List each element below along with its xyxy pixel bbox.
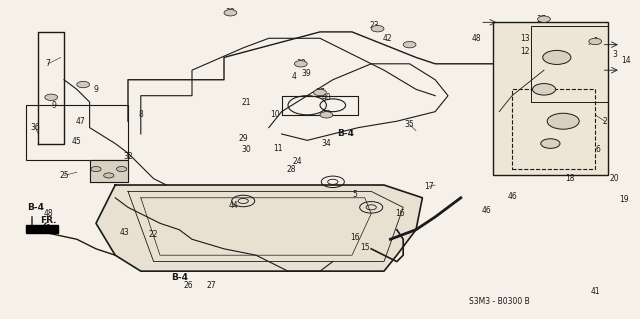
- Text: B-4: B-4: [171, 273, 188, 282]
- Text: 37: 37: [536, 15, 546, 24]
- Text: 16: 16: [350, 233, 360, 242]
- Text: 24: 24: [292, 157, 303, 166]
- Circle shape: [538, 16, 550, 22]
- Text: 8: 8: [138, 110, 143, 119]
- Text: 45: 45: [72, 137, 82, 146]
- Polygon shape: [90, 160, 128, 182]
- Text: 43: 43: [120, 228, 130, 237]
- Text: 3: 3: [612, 50, 617, 59]
- Text: 38: 38: [296, 59, 306, 68]
- Text: 11: 11: [274, 144, 283, 153]
- Circle shape: [45, 94, 58, 100]
- Text: 19: 19: [619, 195, 629, 204]
- Circle shape: [224, 10, 237, 16]
- Text: 40: 40: [321, 110, 332, 119]
- Text: 46: 46: [481, 206, 492, 215]
- Text: 21: 21: [242, 98, 251, 107]
- Text: 5: 5: [353, 190, 358, 199]
- Circle shape: [543, 50, 571, 64]
- Text: 42: 42: [382, 34, 392, 43]
- Text: 30: 30: [241, 145, 252, 154]
- FancyBboxPatch shape: [493, 22, 608, 175]
- Text: 18: 18: [565, 174, 574, 183]
- Circle shape: [320, 112, 333, 118]
- Text: 36: 36: [30, 123, 40, 132]
- Text: 12: 12: [520, 47, 529, 56]
- Text: 22: 22: [149, 230, 158, 239]
- Circle shape: [104, 173, 114, 178]
- Text: 34: 34: [321, 139, 332, 148]
- Text: 35: 35: [404, 120, 415, 129]
- Text: 10: 10: [270, 110, 280, 119]
- Text: 29: 29: [238, 134, 248, 143]
- Text: FR.: FR.: [40, 216, 56, 225]
- Text: 33: 33: [225, 8, 236, 17]
- Text: B-4: B-4: [337, 130, 354, 138]
- Text: 9: 9: [93, 85, 99, 94]
- Text: 47: 47: [75, 117, 85, 126]
- Text: 1: 1: [593, 37, 598, 46]
- Text: 39: 39: [301, 69, 311, 78]
- Text: 26: 26: [184, 281, 194, 290]
- Circle shape: [589, 38, 602, 45]
- Text: 14: 14: [621, 56, 631, 65]
- Circle shape: [541, 139, 560, 148]
- Text: B-4: B-4: [27, 203, 44, 212]
- Circle shape: [294, 61, 307, 67]
- Text: 48: 48: [472, 34, 482, 43]
- Text: S3M3 - B0300 B: S3M3 - B0300 B: [469, 297, 529, 306]
- Text: 13: 13: [520, 34, 530, 43]
- Text: 17: 17: [424, 182, 434, 191]
- Text: 27: 27: [206, 281, 216, 290]
- Circle shape: [116, 167, 127, 172]
- Circle shape: [403, 41, 416, 48]
- Circle shape: [91, 167, 101, 172]
- Text: 48: 48: [43, 209, 53, 218]
- Text: 9: 9: [52, 101, 57, 110]
- Circle shape: [547, 113, 579, 129]
- Circle shape: [77, 81, 90, 88]
- Circle shape: [532, 84, 556, 95]
- Text: 6: 6: [596, 145, 601, 154]
- Text: 46: 46: [507, 192, 517, 201]
- Text: 16: 16: [395, 209, 405, 218]
- Text: 40: 40: [321, 93, 332, 102]
- Text: 4: 4: [292, 72, 297, 81]
- Text: 25: 25: [59, 171, 69, 180]
- Polygon shape: [96, 185, 422, 271]
- Polygon shape: [26, 225, 58, 233]
- Text: 32: 32: [123, 152, 133, 161]
- Text: 2: 2: [602, 117, 607, 126]
- Text: 15: 15: [360, 243, 370, 252]
- Text: 20: 20: [609, 174, 620, 183]
- Text: 41: 41: [590, 287, 600, 296]
- Text: 37: 37: [315, 88, 325, 97]
- Text: 28: 28: [287, 165, 296, 174]
- Text: 31: 31: [91, 174, 101, 183]
- Text: 23: 23: [369, 21, 380, 30]
- Circle shape: [371, 26, 384, 32]
- Text: 44: 44: [228, 201, 239, 210]
- Text: 7: 7: [45, 59, 51, 68]
- Circle shape: [314, 89, 326, 96]
